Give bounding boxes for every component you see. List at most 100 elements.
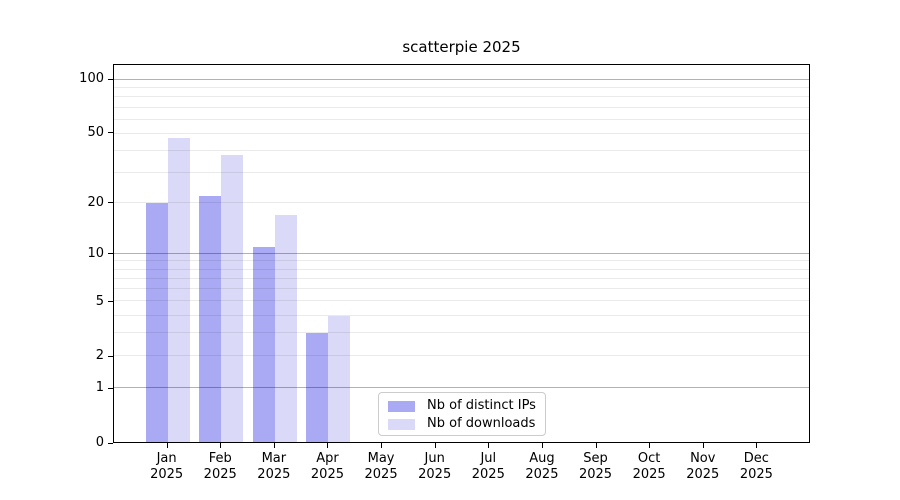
y-tick-mark bbox=[108, 355, 113, 357]
minor-gridline-30 bbox=[114, 171, 809, 173]
bar-downloads-mar bbox=[274, 215, 297, 442]
x-tick-year: 2025 bbox=[310, 467, 344, 482]
minor-gridline-8 bbox=[114, 268, 809, 270]
y-tick-mark bbox=[108, 442, 113, 444]
y-tick-label-5: 5 bbox=[95, 293, 104, 309]
major-gridline-1 bbox=[114, 386, 809, 388]
x-tick-year: 2025 bbox=[632, 467, 666, 482]
x-tick-month: Jan bbox=[156, 451, 177, 466]
minor-gridline-9 bbox=[114, 260, 809, 262]
x-tick-label-may: May 2025 bbox=[349, 451, 413, 483]
x-tick-mark bbox=[434, 443, 436, 448]
x-tick-label-feb: Feb 2025 bbox=[188, 451, 252, 483]
minor-gridline-40 bbox=[114, 149, 809, 151]
x-tick-year: 2025 bbox=[150, 467, 184, 482]
x-tick-label-jun: Jun 2025 bbox=[403, 451, 467, 483]
bar-downloads-jan bbox=[167, 138, 190, 442]
x-tick-month: Mar bbox=[261, 451, 287, 466]
x-tick-month: Oct bbox=[637, 451, 661, 466]
y-tick-mark bbox=[108, 253, 113, 255]
x-tick-label-mar: Mar 2025 bbox=[242, 451, 306, 483]
bar-distinct-ips-mar bbox=[252, 247, 275, 442]
x-tick-year: 2025 bbox=[471, 467, 505, 482]
bar-downloads-apr bbox=[328, 315, 351, 442]
x-tick-month: Dec bbox=[743, 451, 769, 466]
legend-item: Nb of distinct IPs bbox=[388, 397, 545, 415]
bar-downloads-feb bbox=[221, 154, 244, 442]
legend-item: Nb of downloads bbox=[388, 415, 545, 433]
minor-gridline-20 bbox=[114, 202, 809, 204]
x-tick-mark bbox=[273, 443, 275, 448]
bar-distinct-ips-apr bbox=[306, 333, 329, 442]
y-tick-label-100: 100 bbox=[79, 71, 104, 86]
x-tick-month: May bbox=[367, 451, 395, 466]
x-tick-label-apr: Apr 2025 bbox=[295, 451, 359, 483]
y-tick-mark bbox=[108, 202, 113, 204]
y-tick-label-20: 20 bbox=[87, 194, 104, 210]
major-gridline-10 bbox=[114, 252, 809, 254]
legend-swatch-downloads bbox=[388, 418, 415, 430]
minor-gridline-4 bbox=[114, 314, 809, 316]
x-tick-year: 2025 bbox=[364, 467, 398, 482]
y-tick-mark bbox=[108, 387, 113, 389]
chart-title: scatterpie 2025 bbox=[402, 38, 521, 56]
minor-gridline-7 bbox=[114, 277, 809, 279]
x-tick-month: Jul bbox=[480, 451, 497, 466]
x-tick-label-dec: Dec 2025 bbox=[724, 451, 788, 483]
y-tick-label-0: 0 bbox=[95, 435, 104, 450]
minor-gridline-90 bbox=[114, 87, 809, 89]
minor-gridline-2 bbox=[114, 354, 809, 356]
bar-distinct-ips-feb bbox=[199, 196, 222, 442]
legend: Nb of distinct IPs Nb of downloads bbox=[378, 392, 546, 436]
y-tick-label-1: 1 bbox=[95, 380, 104, 396]
x-tick-year: 2025 bbox=[686, 467, 720, 482]
x-tick-year: 2025 bbox=[418, 467, 452, 482]
y-tick-mark bbox=[108, 301, 113, 303]
major-gridline-100 bbox=[114, 78, 809, 80]
x-tick-label-jul: Jul 2025 bbox=[456, 451, 520, 483]
x-tick-label-aug: Aug 2025 bbox=[510, 451, 574, 483]
x-tick-mark bbox=[327, 443, 329, 448]
x-tick-year: 2025 bbox=[525, 467, 559, 482]
y-tick-label-50: 50 bbox=[87, 124, 104, 140]
x-tick-month: Aug bbox=[529, 451, 555, 466]
x-tick-year: 2025 bbox=[257, 467, 291, 482]
legend-label: Nb of distinct IPs bbox=[427, 398, 536, 413]
legend-swatch-distinct-ips bbox=[388, 400, 415, 412]
x-tick-mark bbox=[756, 443, 758, 448]
minor-gridline-70 bbox=[114, 106, 809, 108]
minor-gridline-3 bbox=[114, 332, 809, 334]
x-tick-mark bbox=[381, 443, 383, 448]
y-tick-mark bbox=[108, 78, 113, 80]
x-tick-label-oct: Oct 2025 bbox=[617, 451, 681, 483]
x-tick-month: Apr bbox=[316, 451, 339, 466]
x-tick-year: 2025 bbox=[578, 467, 613, 482]
x-tick-mark bbox=[166, 443, 168, 448]
y-tick-label-2: 2 bbox=[95, 348, 104, 364]
x-tick-mark bbox=[595, 443, 597, 448]
x-tick-label-sep: Sep 2025 bbox=[564, 451, 628, 483]
y-tick-label-10: 10 bbox=[87, 245, 104, 261]
x-tick-label-jan: Jan 2025 bbox=[135, 451, 199, 483]
legend-label: Nb of downloads bbox=[427, 416, 536, 431]
x-tick-month: Nov bbox=[690, 451, 716, 466]
minor-gridline-60 bbox=[114, 118, 809, 120]
x-tick-label-nov: Nov 2025 bbox=[671, 451, 735, 483]
x-tick-mark bbox=[541, 443, 543, 448]
minor-gridline-5 bbox=[114, 300, 809, 302]
plot-area bbox=[113, 64, 810, 443]
x-tick-year: 2025 bbox=[203, 467, 237, 482]
x-tick-month: Sep bbox=[583, 451, 608, 466]
y-tick-mark bbox=[108, 132, 113, 134]
x-tick-year: 2025 bbox=[739, 467, 773, 482]
x-tick-month: Jun bbox=[424, 451, 445, 466]
minor-gridline-80 bbox=[114, 96, 809, 98]
x-tick-month: Feb bbox=[208, 451, 232, 466]
x-tick-mark bbox=[220, 443, 222, 448]
x-tick-mark bbox=[702, 443, 704, 448]
x-tick-mark bbox=[488, 443, 490, 448]
x-tick-mark bbox=[649, 443, 651, 448]
bar-distinct-ips-jan bbox=[145, 203, 168, 442]
minor-gridline-6 bbox=[114, 288, 809, 290]
